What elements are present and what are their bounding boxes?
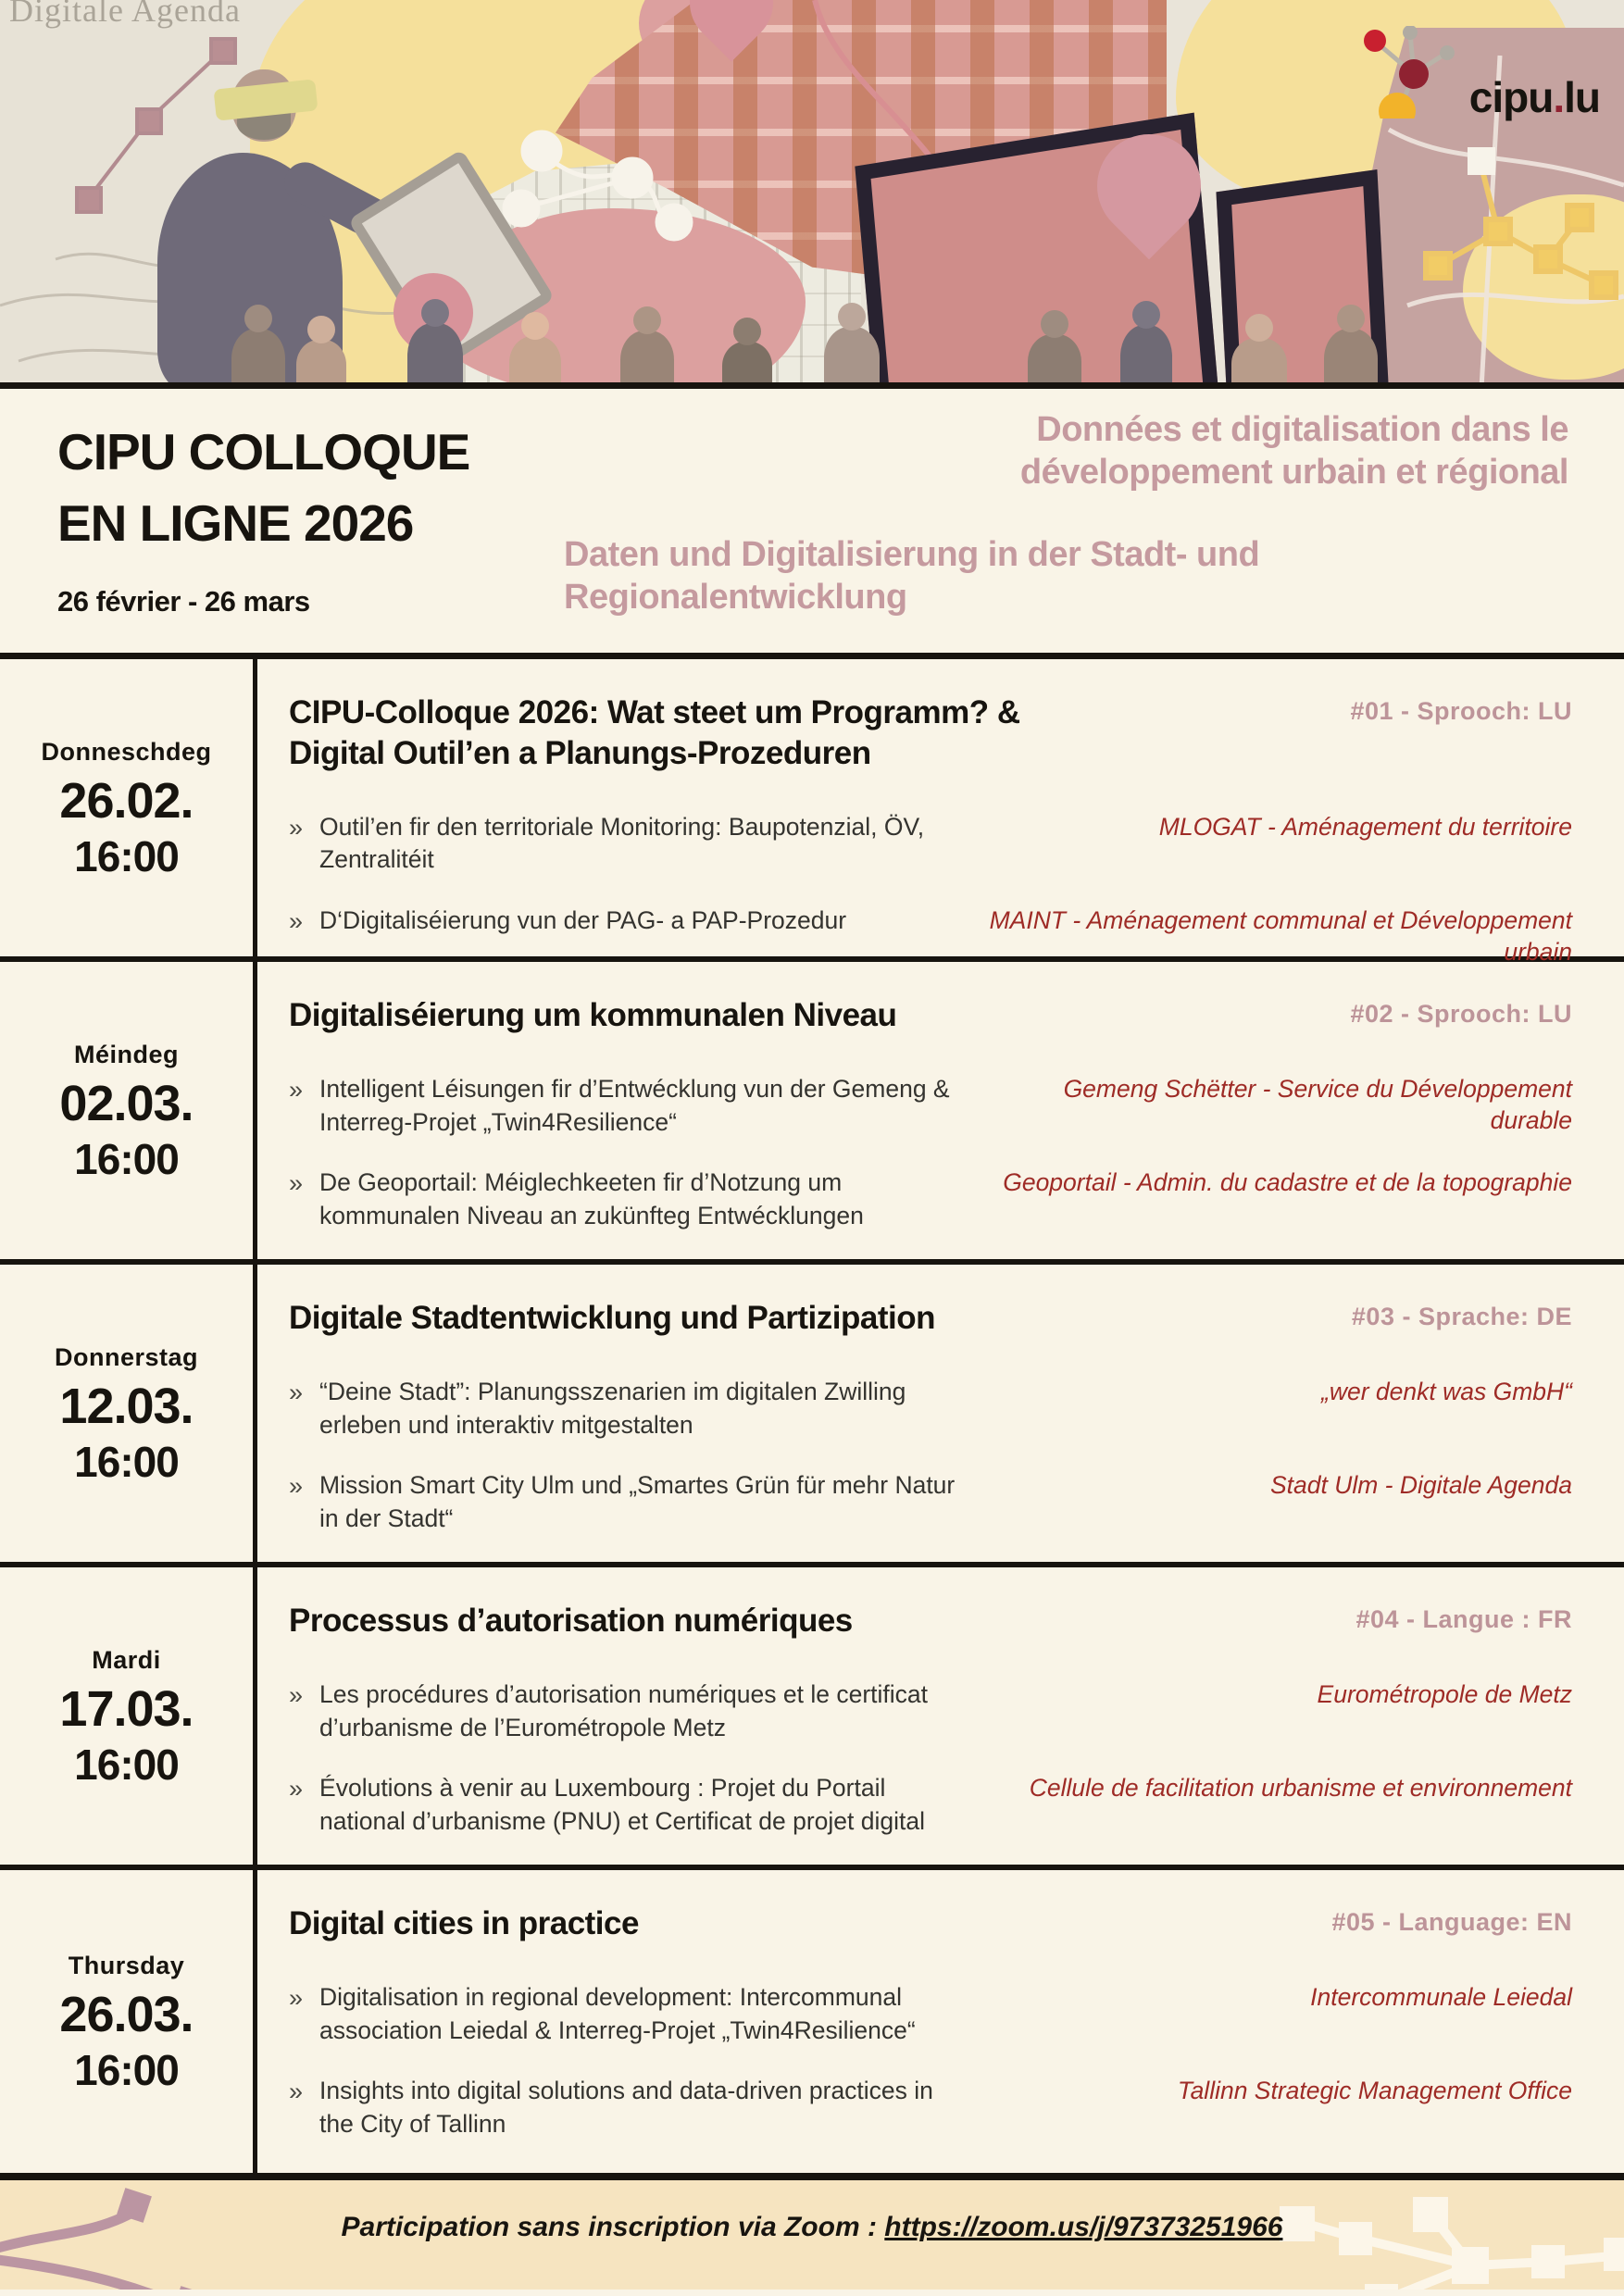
header-collage: Digitale Agenda cipu.lu bbox=[0, 0, 1624, 389]
session-day: Donnerstag bbox=[54, 1343, 199, 1371]
agenda-item: » Mission Smart City Ulm und „Smartes Gr… bbox=[289, 1469, 1572, 1536]
session-date: 26.03. bbox=[59, 1987, 194, 2042]
event-date-range: 26 février - 26 mars bbox=[57, 585, 310, 618]
agenda-item-speaker: Cellule de facilitation urbanisme et env… bbox=[1029, 1774, 1572, 1803]
agenda-item: » Digitalisation in regional development… bbox=[289, 1981, 1572, 2048]
agenda-item-speaker: MAINT - Aménagement communal et Développ… bbox=[989, 906, 1572, 967]
watermark-text: Digitale Agenda bbox=[9, 0, 241, 29]
agenda-item-speaker: „wer denkt was GmbH“ bbox=[1321, 1377, 1572, 1405]
agenda-item-speaker: MLOGAT - Aménagement du territoire bbox=[1158, 812, 1572, 841]
event-title: CIPU COLLOQUE EN LIGNE 2026 bbox=[57, 423, 470, 552]
agenda-item-text: Mission Smart City Ulm und „Smartes Grün… bbox=[319, 1471, 956, 1533]
session-date-cell: Donnerstag 12.03. 16:00 bbox=[0, 1265, 257, 1562]
agenda-item-text: De Geoportail: Méiglechkeeten fir d’Notz… bbox=[319, 1168, 864, 1230]
session-day: Mardi bbox=[92, 1646, 161, 1674]
session-row-1: Donneschdeg 26.02. 16:00 CIPU-Colloque 2… bbox=[0, 659, 1624, 966]
agenda-item: » De Geoportail: Méiglechkeeten fir d’No… bbox=[289, 1167, 1572, 1233]
agenda-item-text: Intelligent Léisungen fir d’Entwécklung … bbox=[319, 1074, 950, 1136]
session-date-cell: Thursday 26.03. 16:00 bbox=[0, 1870, 257, 2173]
session-day: Thursday bbox=[68, 1952, 185, 1979]
agenda-item-text: Les procédures d’autorisation numériques… bbox=[319, 1679, 928, 1741]
session-title: Digitale Stadtentwicklung und Partizipat… bbox=[289, 1300, 935, 1336]
session-date: 02.03. bbox=[59, 1076, 194, 1131]
session-title: Processus d’autorisation numériques bbox=[289, 1603, 853, 1639]
bullet-icon: » bbox=[289, 1775, 304, 1803]
map-pin-icon bbox=[1075, 112, 1223, 260]
agenda-item: » Intelligent Léisungen fir d’Entwécklun… bbox=[289, 1073, 1572, 1140]
agenda-item: » “Deine Stadt”: Planungsszenarien im di… bbox=[289, 1376, 1572, 1442]
session-day: Donneschdeg bbox=[41, 738, 212, 766]
bullet-icon: » bbox=[289, 1472, 304, 1501]
agenda-item: » D‘Digitaliséierung vun der PAG- a PAP-… bbox=[289, 905, 1572, 968]
session-language-badge: #02 - Sprooch: LU bbox=[1350, 1000, 1572, 1028]
bullet-icon: » bbox=[289, 1378, 304, 1406]
footer: Participation sans inscription via Zoom … bbox=[0, 2173, 1624, 2290]
bullet-icon: » bbox=[289, 907, 304, 936]
session-language-badge: #01 - Sprooch: LU bbox=[1350, 697, 1572, 725]
session-date-cell: Donneschdeg 26.02. 16:00 bbox=[0, 659, 257, 956]
agenda-item: » Les procédures d’autorisation numériqu… bbox=[289, 1678, 1572, 1745]
agenda-item-speaker: Tallinn Strategic Management Office bbox=[1177, 2077, 1572, 2105]
bullet-icon: » bbox=[289, 813, 304, 842]
participation-note: Participation sans inscription via Zoom … bbox=[0, 2212, 1624, 2243]
agenda-item-text: “Deine Stadt”: Planungsszenarien im digi… bbox=[319, 1377, 906, 1439]
session-date-cell: Méindeg 02.03. 16:00 bbox=[0, 962, 257, 1259]
agenda-item-text: Insights into digital solutions and data… bbox=[319, 2077, 933, 2139]
subtitle-french: Données et digitalisation dans le dévelo… bbox=[1019, 410, 1569, 492]
session-date: 26.02. bbox=[59, 773, 194, 829]
logo-text: cipu.lu bbox=[1468, 73, 1601, 121]
footer-network-decoration-left bbox=[0, 2188, 207, 2290]
agenda-item: » Évolutions à venir au Luxembourg : Pro… bbox=[289, 1772, 1572, 1839]
agenda-item-text: Digitalisation in regional development: … bbox=[319, 1982, 916, 2044]
session-language-badge: #05 - Language: EN bbox=[1331, 1908, 1572, 1936]
session-time: 16:00 bbox=[74, 1438, 180, 1486]
agenda-item-text: Évolutions à venir au Luxembourg : Proje… bbox=[319, 1774, 926, 1836]
agenda-item-speaker: Geoportail - Admin. du cadastre et de la… bbox=[1003, 1168, 1572, 1197]
session-time: 16:00 bbox=[74, 1741, 180, 1789]
session-row-5: Thursday 26.03. 16:00 Digital cities in … bbox=[0, 1870, 1624, 2173]
session-date: 12.03. bbox=[59, 1379, 194, 1434]
session-day: Méindeg bbox=[73, 1041, 179, 1068]
agenda-item-speaker: Eurométropole de Metz bbox=[1317, 1679, 1572, 1708]
bullet-icon: » bbox=[289, 1983, 304, 2012]
agenda-item-text: Outil’en fir den territoriale Monitoring… bbox=[319, 812, 925, 874]
agenda-item: » Outil’en fir den territoriale Monitori… bbox=[289, 811, 1572, 878]
agenda-item: » Insights into digital solutions and da… bbox=[289, 2075, 1572, 2141]
session-time: 16:00 bbox=[74, 1135, 180, 1183]
participation-label: Participation sans inscription via Zoom … bbox=[341, 2212, 877, 2242]
session-time: 16:00 bbox=[74, 2046, 180, 2094]
session-title: Digital cities in practice bbox=[289, 1905, 639, 1941]
session-date-cell: Mardi 17.03. 16:00 bbox=[0, 1567, 257, 1865]
bullet-icon: » bbox=[289, 1169, 304, 1198]
vr-headset-icon bbox=[213, 79, 319, 121]
logo-network-icon bbox=[1363, 26, 1455, 119]
sessions-table: Donneschdeg 26.02. 16:00 CIPU-Colloque 2… bbox=[0, 653, 1624, 2173]
session-language-badge: #03 - Sprache: DE bbox=[1351, 1303, 1572, 1330]
session-row-3: Donnerstag 12.03. 16:00 Digitale Stadten… bbox=[0, 1265, 1624, 1567]
agenda-item-speaker: Gemeng Schëtter - Service du Développeme… bbox=[1063, 1074, 1572, 1135]
agenda-item-speaker: Intercommunale Leiedal bbox=[1310, 1982, 1572, 2011]
bullet-icon: » bbox=[289, 2078, 304, 2106]
agenda-item-text: D‘Digitaliséierung vun der PAG- a PAP-Pr… bbox=[319, 906, 847, 935]
session-language-badge: #04 - Langue : FR bbox=[1355, 1605, 1572, 1633]
bullet-icon: » bbox=[289, 1680, 304, 1709]
people-illustration bbox=[231, 293, 1417, 382]
session-time: 16:00 bbox=[74, 832, 180, 880]
session-row-2: Méindeg 02.03. 16:00 Digitaliséierung um… bbox=[0, 962, 1624, 1265]
map-pin-icon bbox=[672, 0, 791, 62]
session-title: CIPU-Colloque 2026: Wat steet um Program… bbox=[289, 694, 1020, 771]
agenda-item-speaker: Stadt Ulm - Digitale Agenda bbox=[1269, 1471, 1572, 1500]
session-date: 17.03. bbox=[59, 1681, 194, 1737]
subtitle-german: Daten und Digitalisierung in der Stadt- … bbox=[564, 535, 1260, 617]
zoom-link[interactable]: https://zoom.us/j/97373251966 bbox=[884, 2212, 1283, 2242]
title-block: CIPU COLLOQUE EN LIGNE 2026 26 février -… bbox=[0, 389, 1624, 653]
bullet-icon: » bbox=[289, 1075, 304, 1104]
session-row-4: Mardi 17.03. 16:00 Processus d’autorisat… bbox=[0, 1567, 1624, 1870]
session-title: Digitaliséierung um kommunalen Niveau bbox=[289, 997, 897, 1033]
cipu-logo: cipu.lu bbox=[1356, 26, 1601, 121]
footer-network-decoration-right bbox=[1280, 2197, 1624, 2290]
